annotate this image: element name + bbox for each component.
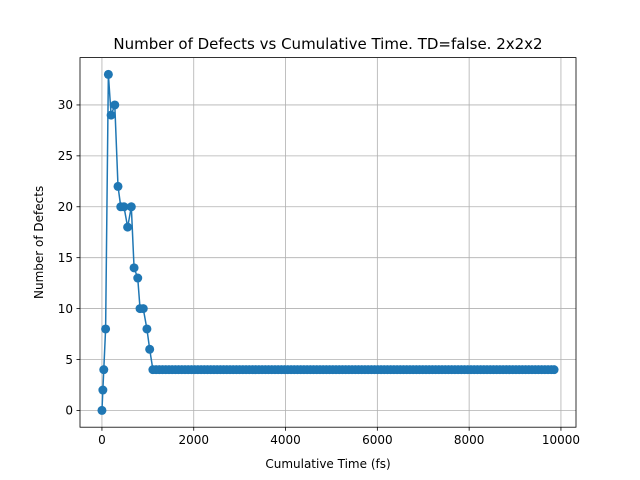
data-point (101, 324, 111, 334)
data-point (110, 100, 120, 110)
data-point (138, 304, 148, 314)
y-tick-label: 5 (65, 353, 73, 367)
data-point (142, 324, 152, 334)
data-point (98, 385, 108, 395)
x-tick-label: 0 (98, 433, 106, 447)
y-tick-label: 30 (58, 98, 73, 112)
data-point (129, 263, 139, 273)
y-tick-label: 0 (65, 404, 73, 418)
x-tick-label: 4000 (270, 433, 301, 447)
data-point (126, 202, 136, 212)
y-axis-label: Number of Defects (32, 186, 46, 299)
y-tick-label: 15 (58, 251, 73, 265)
data-point (97, 405, 107, 415)
data-point (106, 110, 116, 120)
data-point (549, 365, 559, 375)
x-tick-label: 2000 (178, 433, 209, 447)
data-point (99, 365, 109, 375)
ticks: 0 2000 4000 6000 8000 10000 0 5 10 15 20 25 30 (58, 98, 580, 447)
y-tick-label: 25 (58, 149, 73, 163)
x-axis-label: Cumulative Time (fs) (265, 457, 390, 471)
x-tick-label: 8000 (454, 433, 485, 447)
grid-lines (80, 57, 576, 428)
x-tick-label: 10000 (542, 433, 580, 447)
data-point (119, 202, 129, 212)
y-tick-label: 20 (58, 200, 73, 214)
data-point (103, 69, 113, 79)
data-point (123, 222, 133, 232)
data-point (133, 273, 143, 283)
y-tick-label: 10 (58, 302, 73, 316)
series-layer (97, 69, 559, 415)
data-point (145, 344, 155, 354)
plot-frame (79, 57, 577, 428)
chart-title: Number of Defects vs Cumulative Time. TD… (113, 35, 542, 53)
x-tick-label: 6000 (362, 433, 393, 447)
data-point (113, 181, 123, 191)
